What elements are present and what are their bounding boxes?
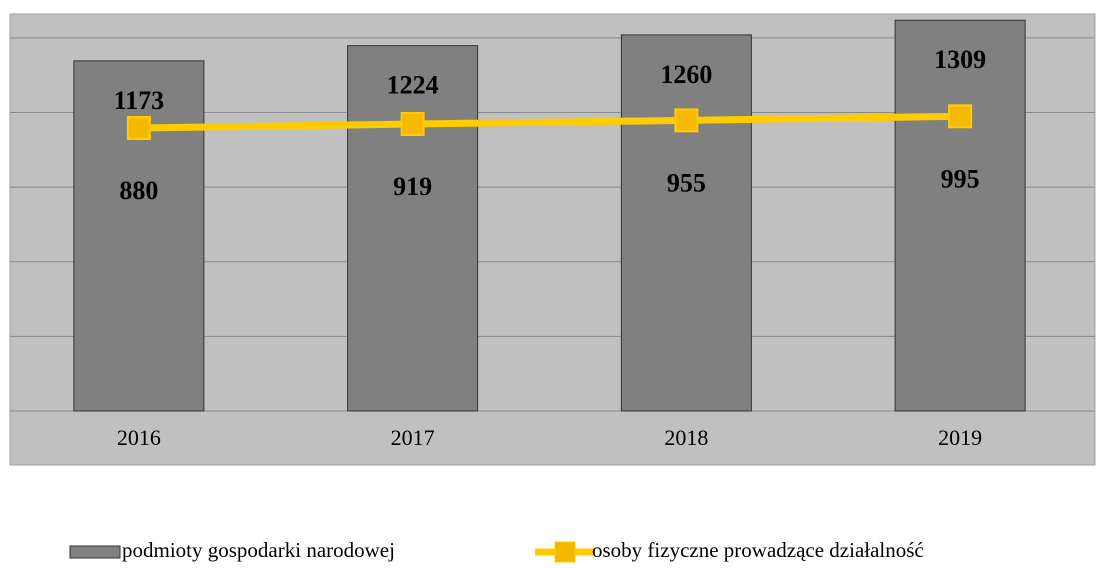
legend-swatch: [69, 545, 121, 559]
line-value-label: 955: [667, 168, 706, 197]
bar-value-label: 1309: [934, 45, 986, 74]
line-value-label: 880: [119, 176, 158, 205]
x-tick-label: 2019: [938, 425, 982, 450]
legend-marker: [554, 541, 576, 563]
bar-value-label: 1173: [114, 86, 165, 115]
x-tick-label: 2018: [664, 425, 708, 450]
legend-label: osoby fizyczne prowadzące działalność: [592, 538, 924, 562]
legend-label: podmioty gospodarki narodowej: [122, 538, 395, 562]
x-tick-label: 2017: [391, 425, 435, 450]
bar: [347, 45, 479, 412]
line-marker: [400, 112, 425, 137]
line-marker: [674, 108, 699, 133]
line-value-label: 919: [393, 172, 432, 201]
line: [138, 112, 961, 132]
bar: [620, 34, 752, 412]
bar-value-label: 1260: [660, 60, 712, 89]
x-tick-label: 2016: [117, 425, 161, 450]
bar-value-label: 1224: [387, 71, 439, 100]
line-value-label: 995: [941, 164, 980, 193]
line-marker: [126, 116, 151, 141]
line-marker: [948, 104, 973, 129]
bar: [894, 19, 1026, 412]
